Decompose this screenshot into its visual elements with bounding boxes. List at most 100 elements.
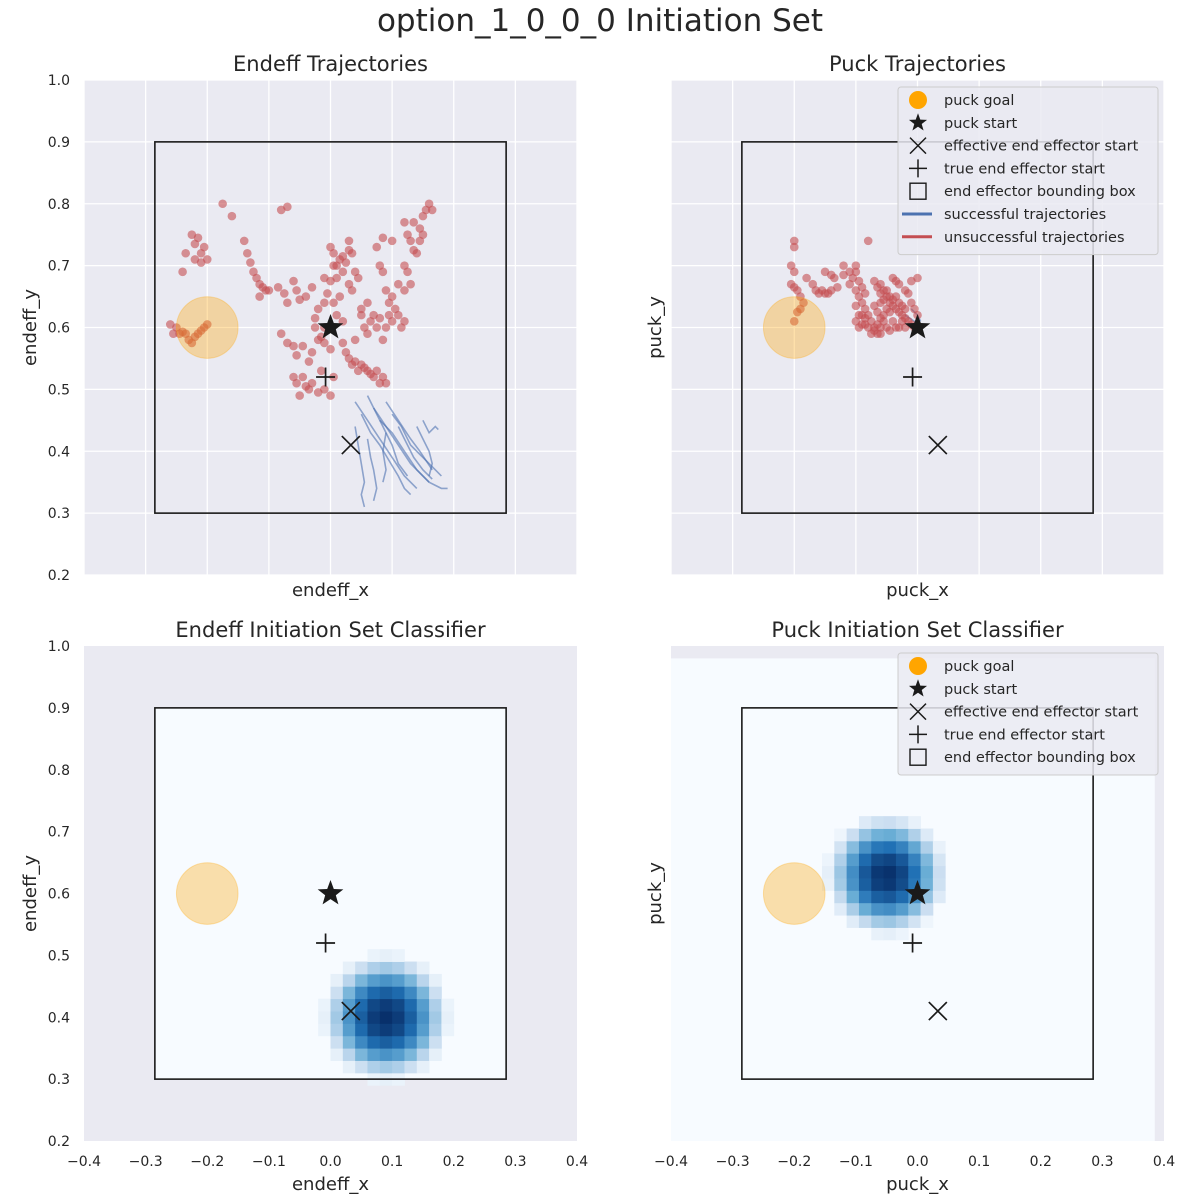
unsuccessful-point — [372, 366, 382, 376]
legend-label: true end effector start — [944, 161, 1105, 177]
heatmap-cell — [404, 998, 418, 1012]
effective-ee-start-marker — [341, 1001, 361, 1021]
y-tick-label: 0.6 — [48, 321, 70, 337]
legend-label: puck start — [944, 116, 1017, 132]
unsuccessful-point — [320, 338, 329, 348]
heatmap-cell — [355, 998, 368, 1012]
unsuccessful-point — [406, 279, 415, 289]
heatmap-cell — [871, 828, 885, 842]
panels: Endeff Trajectories endeff_x endeff_y 0.2 0.… — [20, 52, 1175, 1195]
unsuccessful-point — [341, 347, 351, 357]
panel-endeff-traj: Endeff Trajectories endeff_x endeff_y 0.2 0.… — [20, 52, 577, 601]
heatmap-cell — [392, 961, 405, 975]
heatmap-cell — [404, 1011, 418, 1024]
heatmap-cell — [846, 878, 860, 891]
unsuccessful-point — [313, 304, 323, 314]
unsuccessful-point — [427, 205, 437, 215]
heatmap-cell — [920, 828, 934, 842]
unsuccessful-point — [851, 301, 861, 311]
heatmap-cell — [846, 902, 860, 916]
puck-goal — [175, 862, 239, 925]
legend-label: effective end effector start — [944, 139, 1139, 155]
heatmap-cell — [429, 998, 442, 1012]
heatmap-cell — [846, 915, 860, 928]
heatmap-cell — [846, 865, 860, 879]
unsuccessful-point — [307, 378, 317, 388]
heatmap-cell — [392, 1023, 405, 1037]
heatmap-cell — [932, 890, 946, 904]
heatmap-cell — [318, 1023, 331, 1037]
heatmap-cell — [379, 1048, 393, 1061]
goal-swatch — [909, 91, 927, 109]
heatmap-cell — [883, 840, 897, 854]
unsuccessful-point — [227, 211, 237, 221]
heatmap-cell — [392, 998, 405, 1012]
true-ee-start-marker — [903, 933, 923, 953]
heatmap-cell — [846, 853, 860, 867]
ee-bounding-box — [154, 707, 507, 1080]
unsuccessful-point — [320, 385, 329, 394]
heatmap-cell — [416, 973, 430, 987]
x-tick-label: −0.2 — [190, 1154, 224, 1170]
unsuccessful-point — [381, 378, 391, 388]
panel-title: Endeff Trajectories — [233, 52, 428, 76]
puck-start-marker — [904, 314, 931, 339]
plot-area — [671, 80, 1164, 575]
heatmap-cell — [429, 1023, 442, 1037]
unsuccessful-point — [338, 338, 348, 348]
successful-trajectory — [416, 426, 434, 477]
heatmap-cell — [416, 1048, 430, 1061]
unsuccessful-point — [400, 317, 409, 326]
heatmap-cell — [821, 865, 835, 879]
heatmap-cell — [858, 828, 872, 842]
heatmap-cell — [932, 853, 946, 867]
unsuccessful-point — [243, 248, 252, 258]
legend: puck goal puck start effective end effecto… — [897, 652, 1159, 776]
heatmap-cell — [871, 816, 885, 829]
heatmap-cell — [821, 853, 835, 867]
heatmap-cell — [342, 1011, 356, 1024]
x-tick-label: −0.3 — [129, 1154, 163, 1170]
heatmap-cell — [895, 865, 909, 879]
puck-goal — [762, 296, 826, 359]
x-tick-label: −0.4 — [67, 1154, 101, 1170]
heatmap-cell — [404, 1023, 418, 1037]
star-swatch — [908, 679, 928, 697]
square-swatch — [909, 182, 927, 200]
panel-title: Puck Trajectories — [829, 52, 1006, 76]
successful-trajectory — [382, 432, 387, 483]
heatmap-cell — [871, 890, 885, 904]
x-tick-label: 0.4 — [1153, 1154, 1175, 1170]
heatmap-cell — [834, 840, 848, 854]
star-swatch — [908, 113, 928, 131]
true-ee-start-marker — [316, 933, 336, 953]
figure-title: option_1_0_0_0 Initiation Set — [377, 3, 823, 39]
unsuccessful-point — [913, 273, 922, 283]
heatmap-cell — [342, 1048, 356, 1061]
unsuccessful-point — [350, 335, 360, 345]
unsuccessful-point — [839, 261, 848, 270]
heatmap-cell — [379, 1035, 393, 1049]
heatmap-cell — [429, 1048, 442, 1061]
heatmap-cell — [379, 949, 393, 962]
y-tick-label: 1.0 — [48, 73, 70, 89]
heatmap-cell — [318, 998, 331, 1012]
heatmap-cell — [883, 915, 897, 928]
heatmap-cell — [883, 927, 897, 941]
heatmap-cell — [920, 915, 934, 928]
heatmap-cell — [895, 890, 909, 904]
x-cross-icon — [909, 137, 927, 155]
heatmap-cell — [871, 915, 885, 928]
heatmap-cell — [858, 890, 872, 904]
effective-ee-start-marker — [341, 435, 361, 455]
unsuccessful-point — [239, 236, 249, 246]
unsuccessful-point — [178, 267, 187, 277]
unsuccessful-point — [357, 310, 366, 320]
puck-start-marker — [317, 314, 344, 339]
heatmap-cell — [883, 865, 897, 879]
unsuccessful-point — [320, 298, 329, 308]
unsuccessful-point — [326, 391, 335, 400]
unsuccessful-point — [789, 317, 799, 326]
unsuccessful-point — [406, 236, 415, 246]
y-tick-label: 0.8 — [48, 763, 70, 779]
